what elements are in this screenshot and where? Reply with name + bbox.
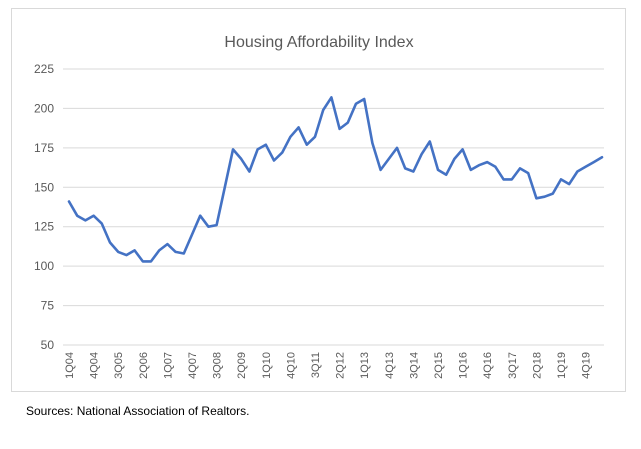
- gridlines: [63, 68, 604, 346]
- x-tick-label: 4Q19: [581, 352, 593, 379]
- chart-title: Housing Affordability Index: [224, 34, 413, 51]
- x-tick-label: 2Q06: [138, 352, 150, 379]
- x-tick-label: 2Q18: [531, 352, 543, 379]
- y-axis-ticks: 50 75 100 125 150 175 200 225: [34, 62, 54, 352]
- x-tick-label: 3Q08: [212, 352, 224, 379]
- x-tick-label: 4Q13: [384, 352, 396, 379]
- x-tick-label: 4Q16: [482, 352, 494, 379]
- x-tick-label: 2Q15: [433, 352, 445, 379]
- line-chart: Housing Affordability Index 50 75 100 125 15…: [34, 34, 604, 379]
- y-tick-label: 50: [41, 338, 55, 352]
- x-axis-ticks: 1Q04 4Q04 3Q05 2Q06 1Q07 4Q07 3Q08 2Q09 1Q10 4Q10…: [64, 352, 593, 379]
- x-tick-label: 2Q09: [236, 352, 248, 379]
- y-tick-label: 175: [34, 141, 54, 155]
- x-tick-label: 3Q05: [113, 352, 125, 379]
- chart-frame: Housing Affordability Index 50 75 100 125 15…: [11, 8, 626, 392]
- source-note: Sources: National Association of Realtor…: [26, 404, 250, 418]
- y-tick-label: 225: [34, 62, 54, 76]
- y-tick-label: 150: [34, 180, 54, 194]
- x-tick-label: 3Q17: [507, 352, 519, 379]
- y-tick-label: 200: [34, 101, 54, 115]
- y-tick-label: 100: [34, 259, 54, 273]
- x-tick-label: 1Q04: [64, 352, 76, 379]
- x-tick-label: 1Q10: [261, 352, 273, 379]
- series-layer: [67, 96, 604, 263]
- x-tick-label: 3Q14: [408, 352, 420, 379]
- x-tick-label: 3Q11: [310, 352, 322, 378]
- x-tick-label: 1Q16: [458, 352, 470, 379]
- x-tick-label: 4Q04: [89, 352, 101, 379]
- x-tick-label: 1Q19: [556, 352, 568, 379]
- x-tick-label: 1Q13: [359, 352, 371, 379]
- x-tick-label: 4Q07: [187, 352, 199, 379]
- x-tick-label: 1Q07: [162, 352, 174, 379]
- x-tick-label: 4Q10: [285, 352, 297, 379]
- y-tick-label: 75: [41, 299, 55, 313]
- y-tick-label: 125: [34, 220, 54, 234]
- x-tick-label: 2Q12: [335, 352, 347, 379]
- series-line: [67, 96, 604, 263]
